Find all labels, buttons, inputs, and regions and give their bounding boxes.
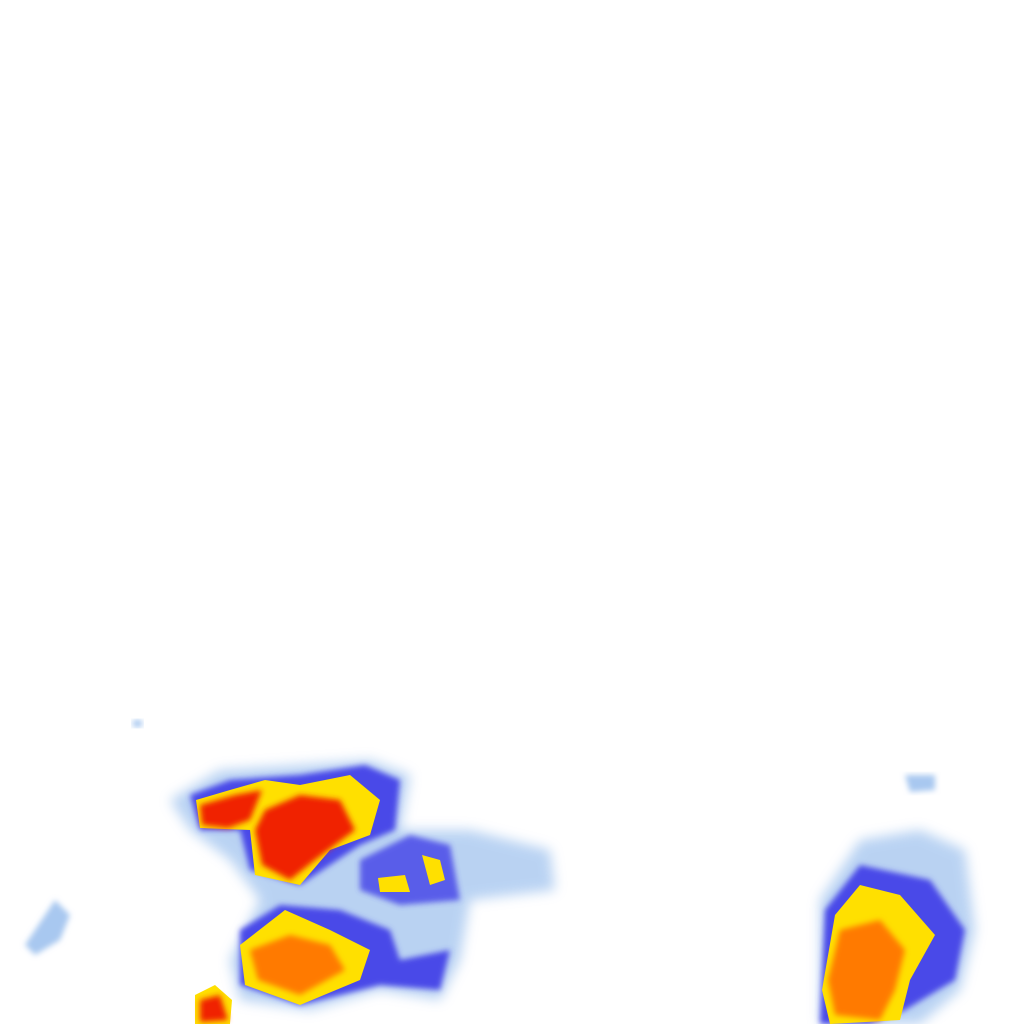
heavy-precip-spot <box>422 855 445 885</box>
intense-core-east <box>828 920 905 1020</box>
intense-core-north-west <box>200 790 262 828</box>
light-precip-spot-northwest <box>133 720 142 727</box>
intense-core-north <box>255 795 355 880</box>
intense-core-southwest <box>200 995 228 1022</box>
light-precip-spot-northeast <box>905 775 935 792</box>
light-precip-area-far-west <box>25 900 70 955</box>
intense-core-south <box>250 935 345 995</box>
heavy-precip-spot <box>378 875 410 892</box>
